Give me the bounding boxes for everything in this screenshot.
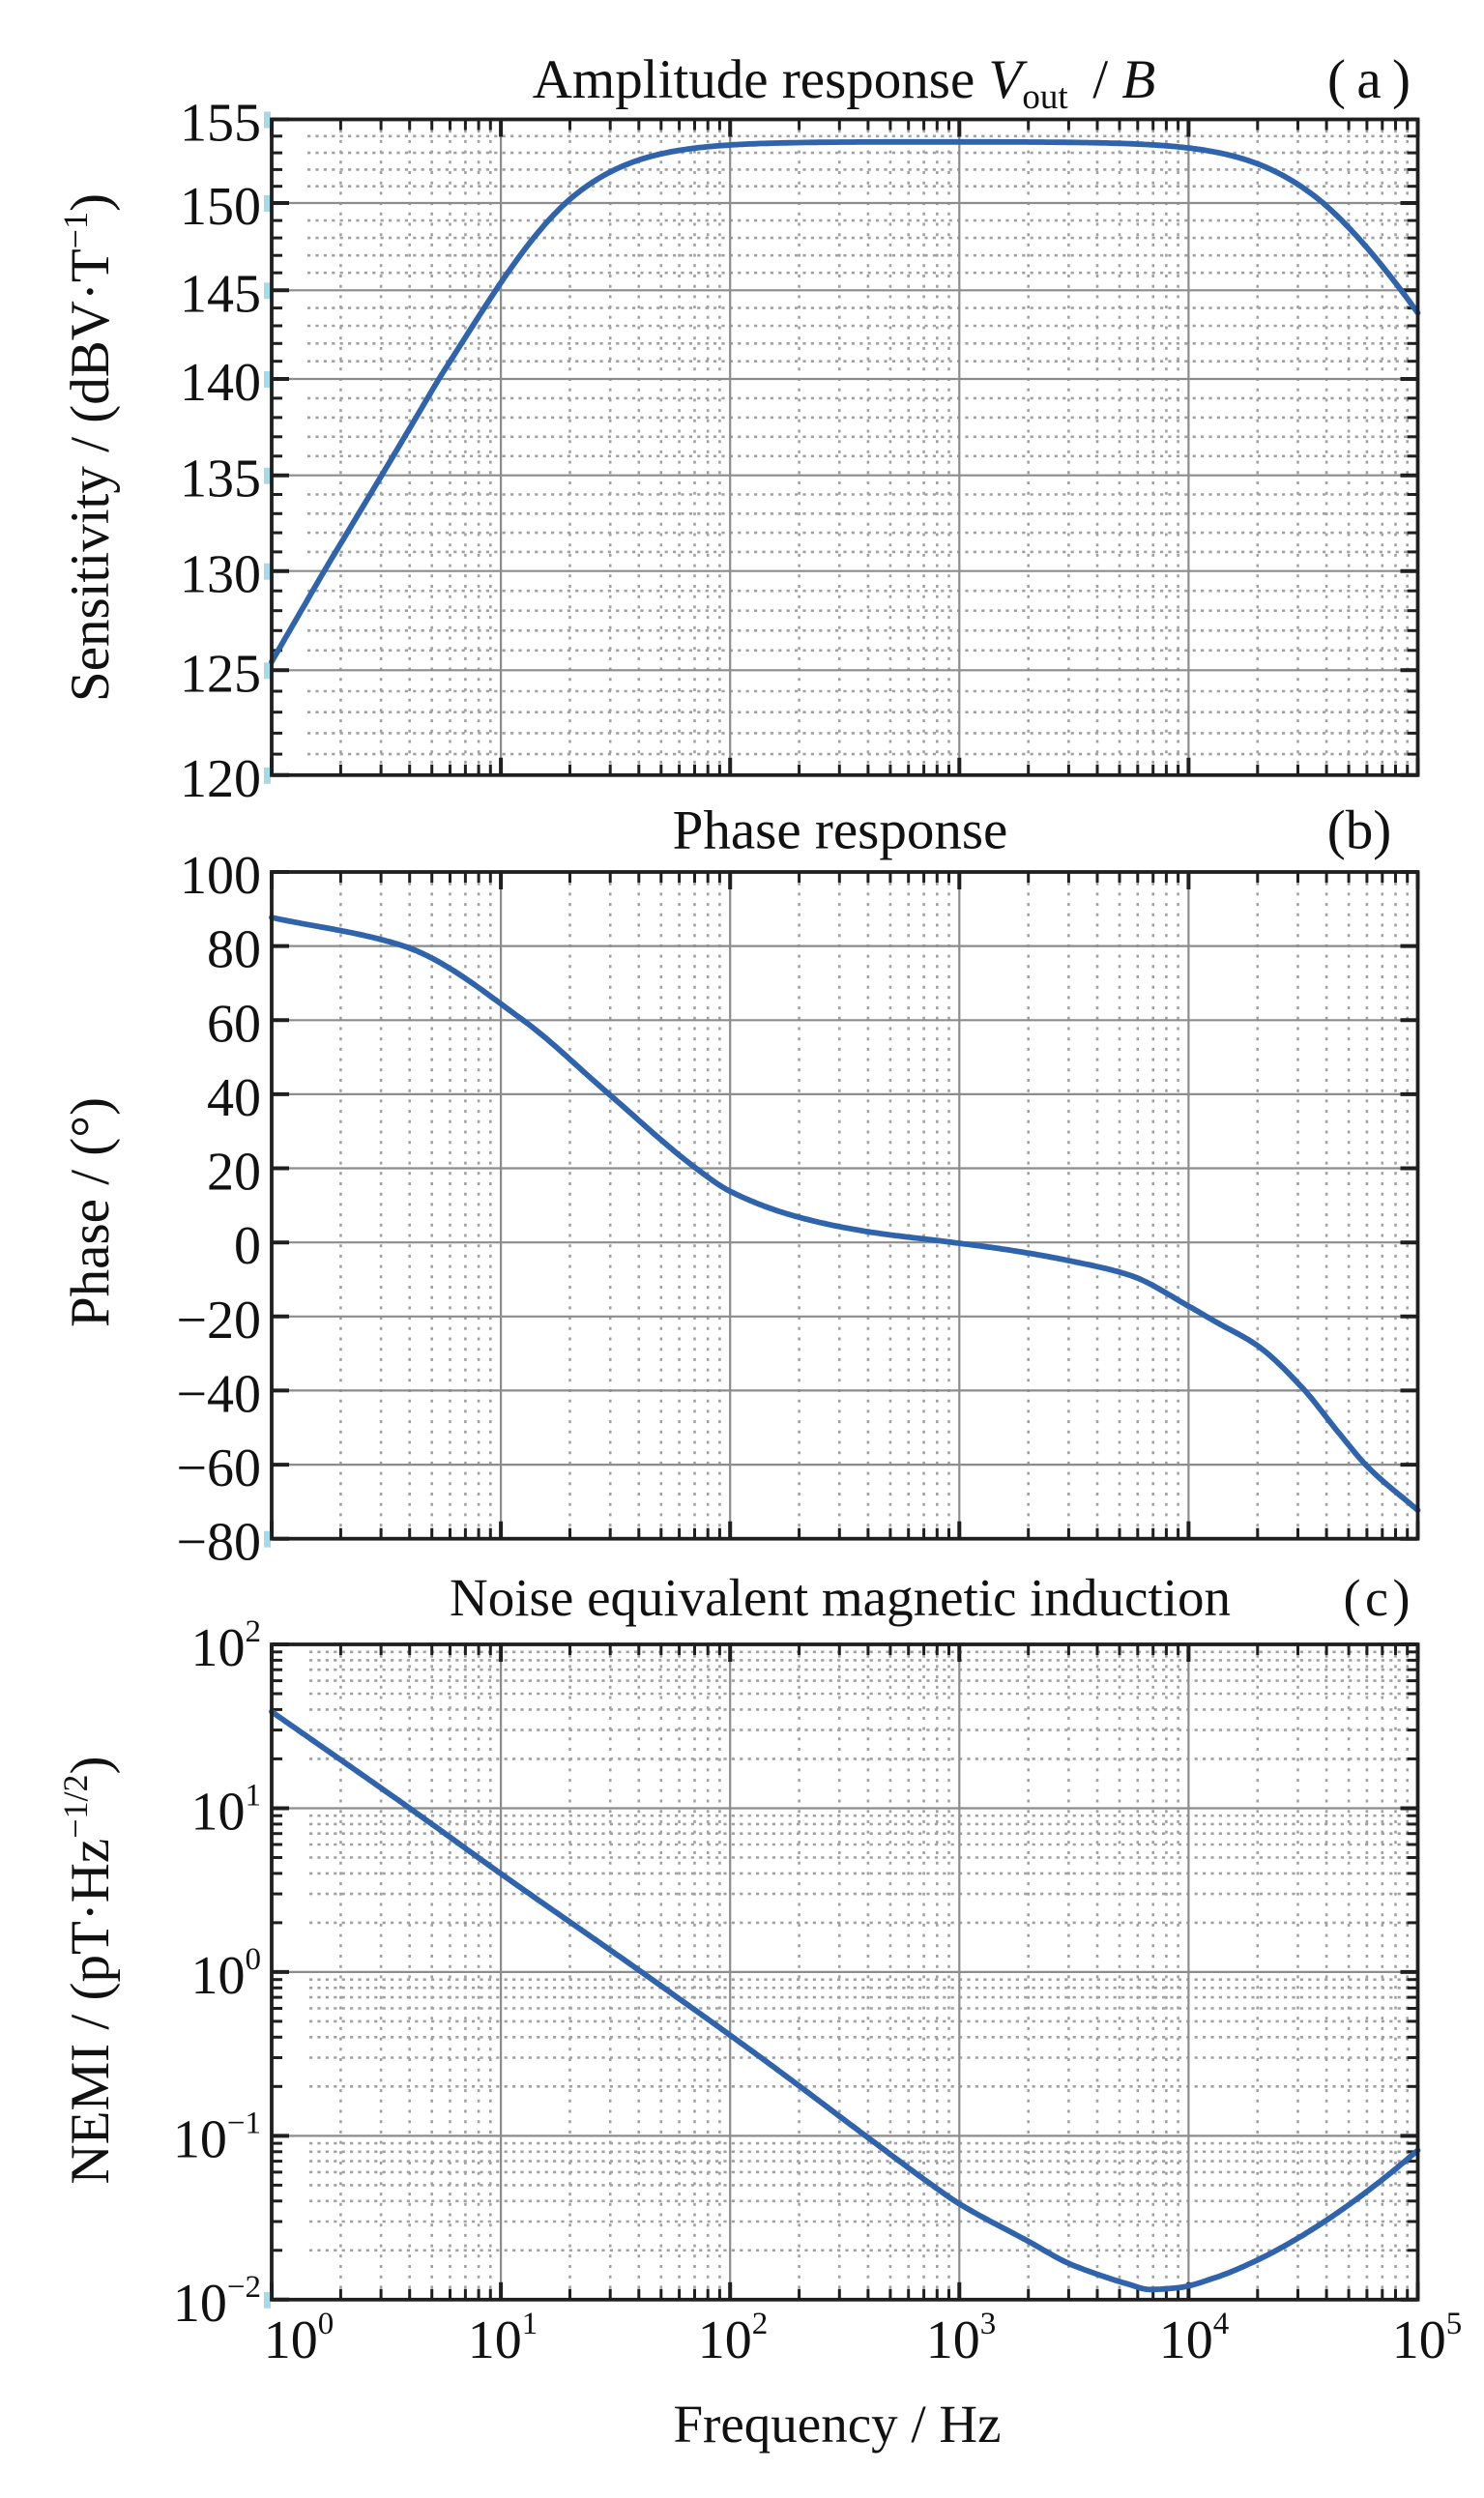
svg-text:100: 100 (191, 1942, 262, 2006)
svg-text:60: 60 (207, 994, 261, 1054)
svg-text:145: 145 (180, 264, 261, 324)
svg-text:Phase response: Phase response (673, 800, 1008, 861)
svg-text:135: 135 (180, 450, 261, 509)
svg-text:125: 125 (180, 644, 261, 704)
svg-text:80: 80 (207, 920, 261, 980)
svg-text:(b): (b) (1327, 800, 1391, 861)
svg-text:Sensitivity / (dBV·T−1): Sensitivity / (dBV·T−1) (56, 193, 121, 702)
svg-text:0: 0 (234, 1216, 261, 1276)
svg-text:Frequency / Hz: Frequency / Hz (673, 2395, 1001, 2454)
svg-text:−60: −60 (176, 1438, 261, 1498)
svg-text:40: 40 (207, 1068, 261, 1128)
svg-text:−40: −40 (176, 1364, 261, 1424)
svg-text:−80: −80 (176, 1513, 261, 1573)
svg-text:120: 120 (180, 749, 261, 809)
svg-text:150: 150 (180, 177, 261, 237)
svg-text:20: 20 (207, 1143, 261, 1203)
svg-text:NEMI / (pT·Hz−1/2): NEMI / (pT·Hz−1/2) (56, 1756, 121, 2184)
svg-text:140: 140 (180, 353, 261, 413)
svg-text:130: 130 (180, 545, 261, 605)
svg-text:155: 155 (180, 94, 261, 154)
svg-text:10−1: 10−1 (173, 2106, 261, 2169)
svg-text:100: 100 (180, 846, 261, 906)
svg-text:( a ): ( a ) (1327, 49, 1411, 110)
svg-text:Phase / (°): Phase / (°) (60, 1097, 121, 1327)
svg-text:−20: −20 (176, 1291, 261, 1351)
svg-text:( c ): ( c ) (1344, 1569, 1411, 1627)
svg-text:Noise equivalent magnetic indu: Noise equivalent magnetic induction (450, 1568, 1231, 1627)
